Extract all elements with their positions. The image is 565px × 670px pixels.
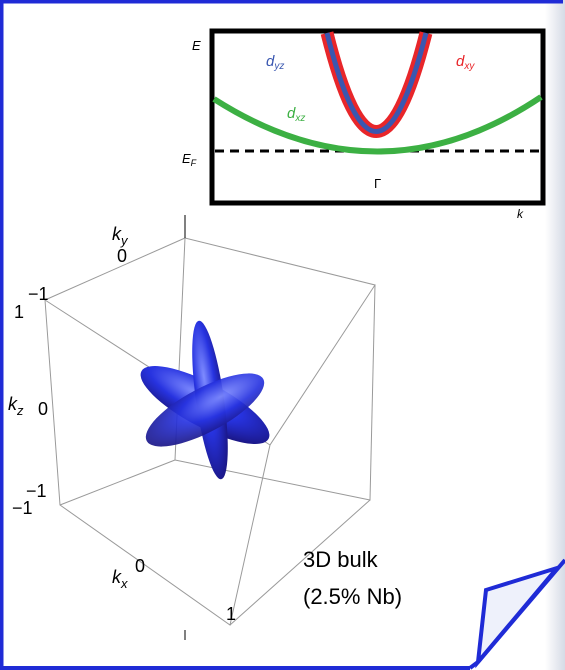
band-inset: E EF Γ k dyz dxy dxz [182,31,543,221]
caption-line: (2.5% Nb) [303,584,402,609]
tick-label: −1 [28,284,49,304]
subscript: F [191,158,197,168]
gamma-label: Γ [374,176,381,191]
subscript: z [16,403,24,418]
subscript: x [120,576,128,591]
subscript: yz [273,61,284,72]
fermi-surface [131,319,279,481]
tick-label: −1 [12,498,33,518]
ef-label: EF [182,151,197,168]
e-label: E [192,38,201,53]
tick-label: 1 [226,604,236,624]
caption-line: 3D bulk [303,547,379,572]
slide: E EF Γ k dyz dxy dxz ky 0 −1 1 kz 0 −1 −… [0,0,565,670]
tick-label: 0 [135,556,145,576]
page: E EF Γ k dyz dxy dxz ky 0 −1 1 kz 0 −1 −… [0,0,565,670]
subscript: xy [463,61,475,72]
tick-label: 0 [38,399,48,419]
subscript: xz [294,113,305,124]
symbol: E [182,151,191,166]
tick-label: 0 [117,246,127,266]
ky-label: ky [112,224,129,248]
kz-label: kz [8,394,24,418]
k-label: k [517,207,524,221]
tick-label: 1 [14,302,24,322]
kx-label: kx [112,567,128,591]
